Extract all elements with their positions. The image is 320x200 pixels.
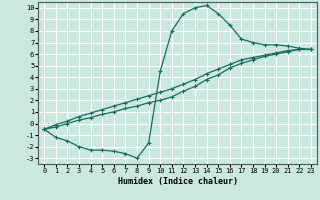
X-axis label: Humidex (Indice chaleur): Humidex (Indice chaleur) [118,177,238,186]
